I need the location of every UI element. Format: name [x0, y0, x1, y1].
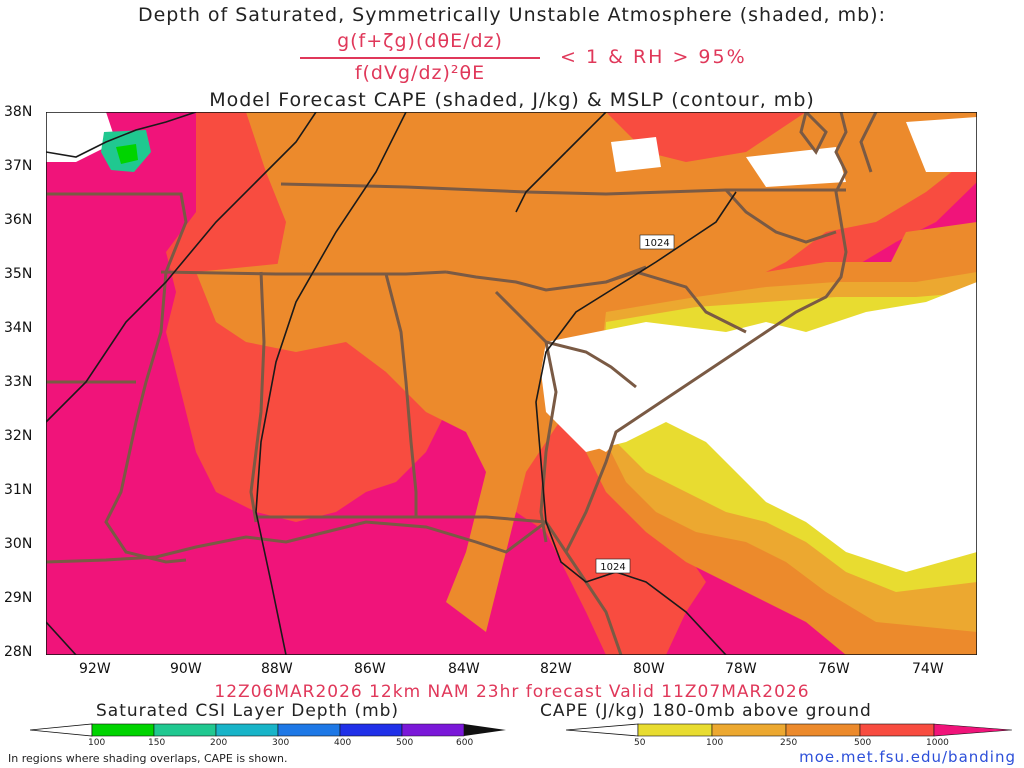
fraction-bar: [300, 57, 540, 59]
state-boundaries: [46, 182, 846, 564]
formula-denominator: f(dVg/dz)²θE: [354, 62, 486, 84]
lon-label: 80W: [633, 661, 665, 677]
lon-label: 82W: [540, 661, 572, 677]
cape-tick: 50: [634, 738, 646, 748]
csi-tick: 100: [88, 738, 106, 748]
lat-label: 36N: [4, 212, 33, 228]
cape-tick: 100: [706, 738, 724, 748]
csi-tick: 200: [210, 738, 228, 748]
cape-field-none-ga: [546, 362, 656, 452]
lat-label: 30N: [4, 536, 33, 552]
coastline: [46, 112, 878, 655]
csi-tick: 300: [272, 738, 290, 748]
formula-numerator: g(f+ζg)(dθE/dz): [337, 30, 503, 52]
lat-label: 29N: [4, 590, 33, 606]
isobar-label-text: 1024: [644, 238, 669, 249]
isobar-label: 1024: [595, 558, 631, 574]
cape-colorbar-title: CAPE (J/kg) 180-0mb above ground: [540, 701, 872, 721]
cape-field-250-blob: [196, 262, 376, 352]
cape-tick: 1000: [926, 738, 949, 748]
cape-colorbar: [566, 723, 1013, 737]
cape-field-none-patch: [746, 147, 846, 187]
csi-tick: 400: [334, 738, 352, 748]
cape-map: 1024 1024: [46, 112, 977, 655]
lon-label: 88W: [261, 661, 293, 677]
lat-label: 31N: [4, 482, 33, 498]
csi-tick: 600: [456, 738, 474, 748]
lon-label: 76W: [818, 661, 850, 677]
isobar-label: 1024: [639, 234, 675, 250]
csi-criterion-formula: g(f+ζg)(dθE/dz) f(dVg/dz)²θE: [300, 30, 540, 84]
lon-label: 86W: [354, 661, 386, 677]
map-subtitle: Model Forecast CAPE (shaded, J/kg) & MSL…: [209, 89, 815, 111]
forecast-valid-line: 12Z06MAR2026 12km NAM 23hr forecast Vali…: [214, 682, 810, 702]
mslp-isobars: [46, 112, 737, 655]
csi-tick: 500: [396, 738, 414, 748]
lon-label: 84W: [448, 661, 480, 677]
shading-note: In regions where shading overlaps, CAPE …: [8, 752, 288, 765]
source-credit[interactable]: moe.met.fsu.edu/banding: [799, 748, 1016, 766]
csi-tick: 150: [148, 738, 166, 748]
lat-label: 38N: [4, 104, 33, 120]
lon-label: 92W: [79, 661, 111, 677]
cape-field-none-patch: [611, 137, 661, 172]
csi-colorbar: [30, 723, 506, 737]
lon-label: 78W: [725, 661, 757, 677]
csi-colorbar-title: Saturated CSI Layer Depth (mb): [96, 701, 400, 721]
map-title: Depth of Saturated, Symmetrically Unstab…: [137, 4, 886, 26]
cape-tick: 500: [854, 738, 872, 748]
csi-layer-patch-inner: [116, 144, 138, 164]
lat-label: 33N: [4, 374, 33, 390]
cape-field-none-patch: [906, 117, 977, 172]
isobar-label-text: 1024: [600, 562, 625, 573]
cape-tick: 250: [780, 738, 798, 748]
lat-label: 35N: [4, 266, 33, 282]
lat-label: 34N: [4, 320, 33, 336]
lat-label: 28N: [4, 644, 33, 660]
cape-field-none-patch: [46, 112, 116, 162]
lon-label: 74W: [912, 661, 944, 677]
lat-label: 37N: [4, 158, 33, 174]
lat-label: 32N: [4, 428, 33, 444]
csi-condition: < 1 & RH > 95%: [560, 46, 747, 68]
cape-field-none: [541, 282, 977, 572]
lon-label: 90W: [170, 661, 202, 677]
